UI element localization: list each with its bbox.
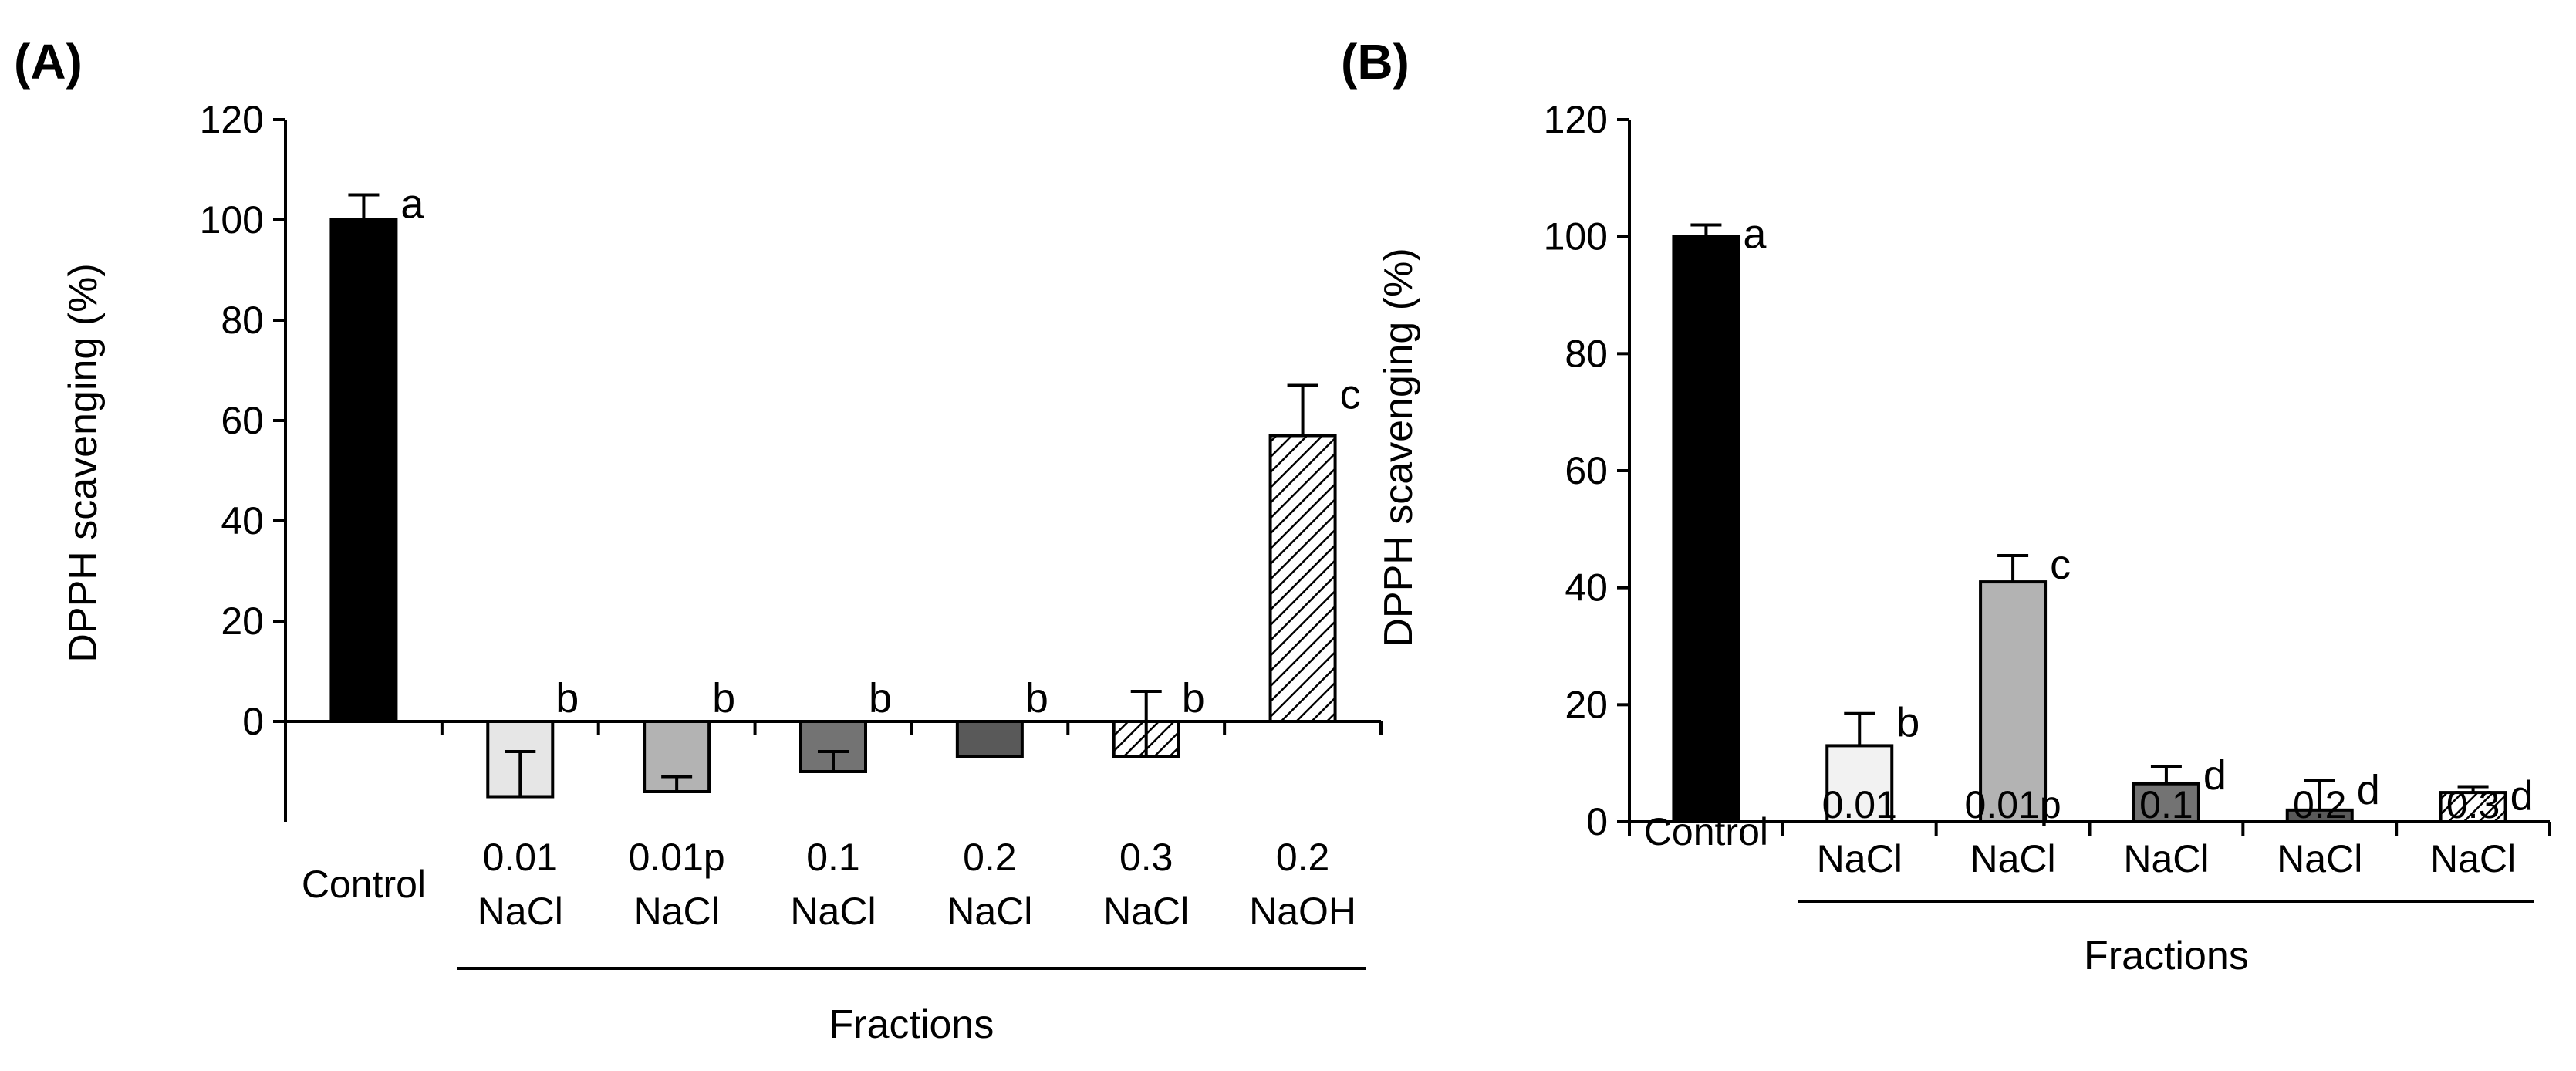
x-tick-label-line: 0.01p xyxy=(1965,783,2061,826)
panel-label: (A) xyxy=(14,34,83,90)
y-tick-label: 40 xyxy=(1565,566,1608,610)
x-tick-label: 0.3 NaCl xyxy=(2430,783,2516,880)
y-tick-label: 120 xyxy=(200,98,264,141)
x-tick-label-line: NaCl xyxy=(790,890,876,933)
y-tick-label: 100 xyxy=(1544,215,1608,258)
panel-b: (B) 0 20 40 60 80 100 120 DPPH scavenging (%) a Co… xyxy=(1341,34,2551,978)
x-tick-label-line: 0.3 xyxy=(1119,836,1173,879)
x-tick-label: 0.1 NaCl xyxy=(790,836,876,933)
x-tick-label-line: NaCl xyxy=(1970,837,2056,880)
significance-letter: c xyxy=(2050,542,2071,588)
bar xyxy=(1672,235,1740,823)
y-axis-label: DPPH scavenging (%) xyxy=(1376,248,1421,647)
x-tick-label-line: 0.3 xyxy=(2446,783,2500,826)
significance-letter: b xyxy=(712,675,735,721)
x-tick-label: 0.01p NaCl xyxy=(1965,783,2061,880)
y-tick-label: 40 xyxy=(221,499,264,542)
x-tick-label-line: NaCl xyxy=(2123,837,2209,880)
y-tick-label: 100 xyxy=(200,198,264,242)
significance-letter: d xyxy=(2203,752,2227,799)
significance-letter: b xyxy=(1025,675,1048,721)
bar xyxy=(1268,434,1337,723)
y-tick-label: 20 xyxy=(1565,683,1608,726)
x-tick-label-line: Control xyxy=(1644,810,1768,853)
y-tick-label: 80 xyxy=(221,299,264,342)
x-tick-label: 0.01 NaCl xyxy=(478,836,563,933)
x-tick-label: 0.3 NaCl xyxy=(1103,836,1189,933)
panel-a: (A) 0 20 40 60 80 100 120 DPPH scavenging (%) a Co… xyxy=(14,34,1383,1047)
y-tick-label: 0 xyxy=(242,700,264,743)
significance-letter: d xyxy=(2510,773,2534,819)
x-tick-label-line: NaCl xyxy=(1817,837,1902,880)
significance-letter: a xyxy=(400,181,424,228)
x-tick-label-line: 0.1 xyxy=(806,836,860,879)
x-tick-label: Control xyxy=(1644,810,1768,853)
x-tick-label-line: NaOH xyxy=(1249,890,1356,933)
significance-letter: c xyxy=(1340,372,1361,418)
significance-letter: b xyxy=(555,675,579,721)
panel-label: (B) xyxy=(1341,34,1410,90)
x-tick-label-line: 0.1 xyxy=(2139,783,2193,826)
x-tick-label: Control xyxy=(302,863,426,906)
x-tick-label: 0.2 NaCl xyxy=(2277,783,2362,880)
x-tick-label-line: NaCl xyxy=(947,890,1032,933)
x-tick-label-line: NaCl xyxy=(2277,837,2362,880)
x-axis-label: Fractions xyxy=(829,1002,994,1047)
significance-letter: b xyxy=(1896,700,1919,746)
x-tick-label: 0.01 NaCl xyxy=(1817,783,1902,880)
x-tick-label-line: 0.2 xyxy=(2293,783,2347,826)
x-tick-label: 0.01p NaCl xyxy=(629,836,725,933)
y-tick-label: 80 xyxy=(1565,332,1608,375)
y-tick-label: 60 xyxy=(221,399,264,442)
x-tick-label-line: 0.01 xyxy=(483,836,558,879)
x-tick-label: 0.2 NaCl xyxy=(947,836,1032,933)
x-tick-label-line: 0.01p xyxy=(629,836,725,879)
y-tick-label: 120 xyxy=(1544,98,1608,141)
x-tick-label-line: NaCl xyxy=(478,890,563,933)
significance-letter: b xyxy=(869,675,892,721)
significance-letter: a xyxy=(1743,211,1767,258)
y-tick-label: 20 xyxy=(221,600,264,643)
bar xyxy=(1825,744,1894,824)
x-tick-label-line: NaCl xyxy=(2430,837,2516,880)
significance-letter: b xyxy=(1182,675,1205,721)
x-tick-label: 0.2 NaOH xyxy=(1249,836,1356,933)
x-tick-label-line: 0.2 xyxy=(1276,836,1330,879)
x-tick-label-line: 0.01 xyxy=(1822,783,1897,826)
x-tick-label-line: Control xyxy=(302,863,426,906)
y-axis-label: DPPH scavenging (%) xyxy=(61,263,106,662)
x-axis-label: Fractions xyxy=(2084,934,2249,978)
y-tick-label: 0 xyxy=(1586,800,1608,843)
y-tick-label: 60 xyxy=(1565,449,1608,492)
x-tick-label-line: NaCl xyxy=(1103,890,1189,933)
bar xyxy=(1979,580,2048,823)
bar xyxy=(329,218,398,723)
x-tick-label-line: NaCl xyxy=(634,890,720,933)
x-tick-label-line: 0.2 xyxy=(963,836,1017,879)
x-tick-label: 0.1 NaCl xyxy=(2123,783,2209,880)
bar xyxy=(955,720,1024,758)
significance-letter: d xyxy=(2357,767,2380,813)
